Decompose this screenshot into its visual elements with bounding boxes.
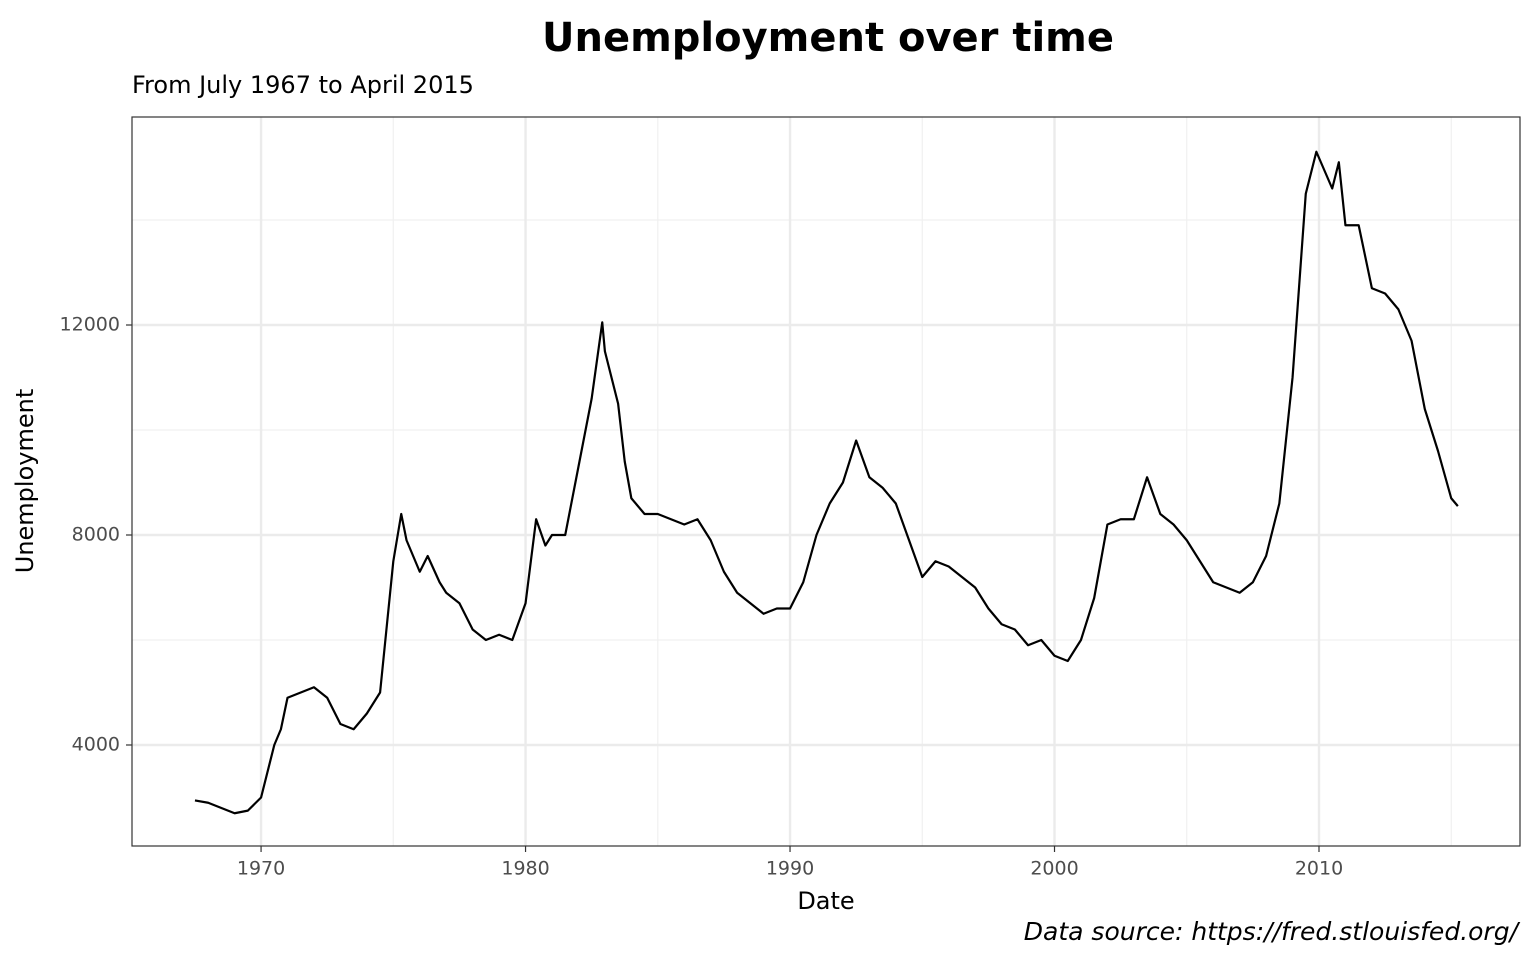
chart-title: Unemployment over time xyxy=(542,15,1114,61)
y-tick-label: 8000 xyxy=(72,523,120,545)
y-tick-label: 4000 xyxy=(72,733,120,755)
x-tick-label: 1970 xyxy=(237,858,285,880)
chart-subtitle: From July 1967 to April 2015 xyxy=(132,71,474,99)
plot-border xyxy=(131,116,1521,847)
caption: Data source: https://fred.stlouisfed.org… xyxy=(1024,917,1521,946)
x-axis-title: Date xyxy=(797,887,854,915)
x-tick-label: 1990 xyxy=(766,858,814,880)
x-tick-label: 1980 xyxy=(501,858,549,880)
x-tick-label: 2010 xyxy=(1295,858,1343,880)
y-axis-title: Unemployment xyxy=(11,389,39,573)
data-line xyxy=(194,150,1459,815)
y-tick-label: 12000 xyxy=(60,314,120,336)
x-tick-label: 2000 xyxy=(1030,858,1078,880)
